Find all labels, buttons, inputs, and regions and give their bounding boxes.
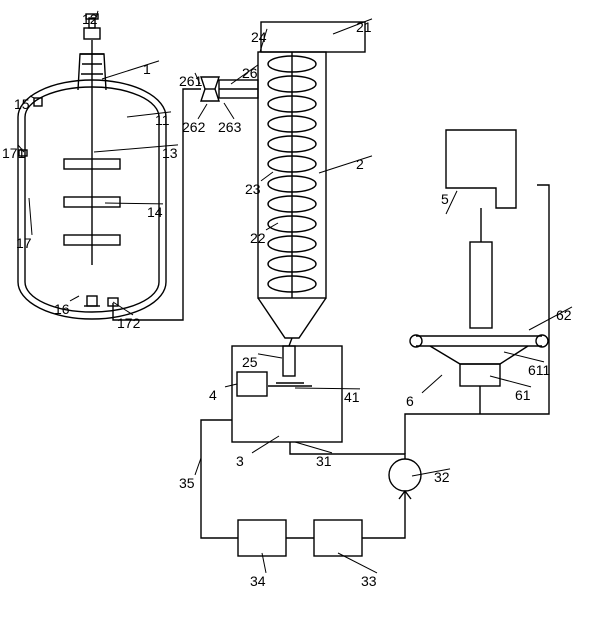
label-262: 262: [182, 119, 206, 135]
label-263: 263: [218, 119, 242, 135]
unit-4: [237, 372, 267, 396]
unit-34: [238, 520, 286, 556]
label-6: 6: [406, 393, 414, 409]
column-2: [201, 22, 365, 338]
label-62: 62: [556, 307, 572, 323]
label-12: 12: [82, 11, 98, 27]
label-11: 11: [155, 112, 170, 128]
drain-16: [87, 296, 97, 306]
label-171: 171: [2, 145, 26, 161]
column-motor-21: [261, 22, 365, 52]
hopper-611: [430, 346, 528, 364]
tank-motor-12: [84, 28, 100, 39]
label-172: 172: [117, 315, 141, 331]
pipe-col_to_25: [289, 338, 292, 346]
label-41: 41: [344, 389, 360, 405]
label-3: 3: [236, 453, 244, 469]
label-35: 35: [179, 475, 195, 491]
pipe-motor5_to_box: [405, 185, 549, 454]
label-23: 23: [245, 181, 261, 197]
conveyor-62: [410, 335, 548, 386]
label-1: 1: [143, 61, 151, 77]
label-32: 32: [434, 469, 450, 485]
pipe-box3_to_31: [290, 442, 405, 459]
label-26: 26: [242, 65, 258, 81]
label-611: 611: [528, 362, 551, 378]
label-14: 14: [147, 204, 163, 220]
label-261: 261: [179, 73, 203, 89]
unit-33: [314, 520, 362, 556]
label-61: 61: [515, 387, 531, 403]
label-34: 34: [250, 573, 266, 589]
label-15: 15: [14, 96, 30, 112]
label-33: 33: [361, 573, 377, 589]
tank-1: [18, 14, 166, 319]
label-16: 16: [54, 301, 70, 317]
piping: [113, 89, 549, 538]
inlet-25: [283, 346, 295, 376]
label-2: 2: [356, 156, 364, 172]
collector-61: [460, 364, 500, 386]
label-31: 31: [316, 453, 332, 469]
label-25: 25: [242, 354, 258, 370]
label-13: 13: [162, 145, 178, 161]
label-22: 22: [250, 230, 266, 246]
label-4: 4: [209, 387, 217, 403]
label-17: 17: [16, 235, 32, 251]
label-5: 5: [441, 191, 449, 207]
pipe-pump_out: [362, 491, 405, 538]
label-21: 21: [356, 19, 372, 35]
motor-5: [446, 130, 516, 328]
label-24: 24: [251, 29, 267, 45]
